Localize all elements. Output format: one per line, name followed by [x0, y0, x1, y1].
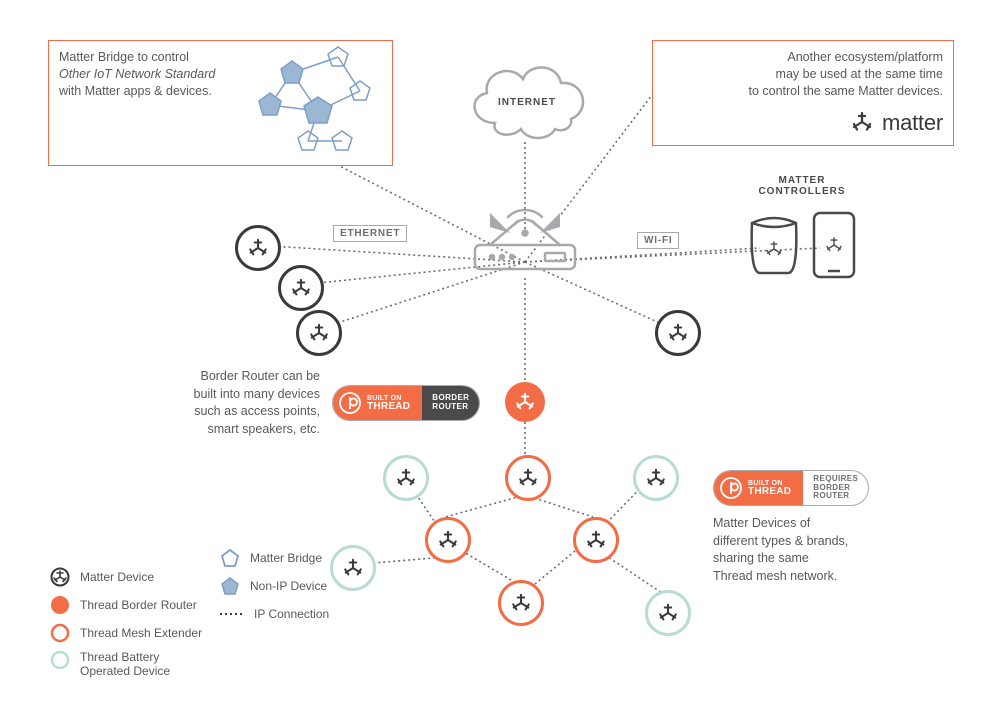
legend-battery: Thread Battery Operated Device [80, 650, 170, 678]
matter-device-node-1 [278, 265, 324, 311]
legend-border-router: Thread Border Router [80, 598, 197, 612]
legend-non-ip: Non-IP Device [250, 579, 327, 593]
mesh-desc: Matter Devices of different types & bran… [713, 515, 893, 585]
eco-line2: may be used at the same time [776, 67, 943, 81]
matter-controllers-label: MATTER CONTROLLERS [742, 175, 862, 197]
thread-border-router-badge: BUILT ONTHREAD BORDER ROUTER [332, 385, 480, 421]
thread-battery-node-2 [330, 545, 376, 591]
border-router-desc: Border Router can be built into many dev… [150, 368, 320, 438]
thread-mesh-extender-node-2 [573, 517, 619, 563]
thread-border-router-node [505, 382, 545, 422]
legend: Matter Device Thread Border Router Threa… [50, 560, 202, 678]
eco-line1: Another ecosystem/platform [787, 50, 943, 64]
legend-mesh-extender: Thread Mesh Extender [80, 626, 202, 640]
legend-matter-bridge: Matter Bridge [250, 551, 322, 565]
internet-label: INTERNET [498, 97, 556, 108]
matter-bridge-box: Matter Bridge to control Other IoT Netwo… [48, 40, 393, 166]
matter-brand-text: matter [882, 108, 943, 138]
wifi-label: WI-FI [637, 232, 679, 249]
bridge-line2: Other IoT Network Standard [59, 67, 215, 81]
eco-line3: to control the same Matter devices. [748, 84, 943, 98]
controllers-icon [732, 205, 872, 290]
matter-logo-icon [850, 110, 874, 134]
bridge-mesh-icon [248, 43, 388, 153]
matter-device-node-3 [655, 310, 701, 356]
thread-requires-badge: BUILT ONTHREAD REQUIRES BORDER ROUTER [713, 470, 869, 506]
legend-matter-device: Matter Device [80, 570, 154, 584]
router-icon [460, 195, 590, 290]
thread-battery-node-1 [633, 455, 679, 501]
ecosystem-box: Another ecosystem/platform may be used a… [652, 40, 954, 146]
bridge-line3: with Matter apps & devices. [59, 84, 212, 98]
thread-mesh-extender-node-1 [425, 517, 471, 563]
bridge-line1: Matter Bridge to control [59, 50, 189, 64]
matter-device-node-0 [235, 225, 281, 271]
legend-col2: Matter Bridge Non-IP Device IP Connectio… [220, 541, 329, 631]
ethernet-label: ETHERNET [333, 225, 407, 242]
cloud-icon: INTERNET [457, 45, 597, 150]
thread-battery-node-0 [383, 455, 429, 501]
matter-device-node-2 [296, 310, 342, 356]
thread-mesh-extender-node-3 [498, 580, 544, 626]
legend-ip-connection: IP Connection [254, 607, 329, 621]
thread-battery-node-3 [645, 590, 691, 636]
thread-mesh-extender-node-0 [505, 455, 551, 501]
